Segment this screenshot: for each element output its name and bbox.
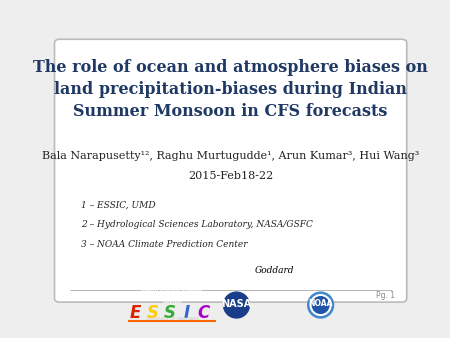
Text: 2 – Hydrological Sciences Laboratory, NASA/GSFC: 2 – Hydrological Sciences Laboratory, NA…: [81, 220, 313, 229]
Circle shape: [312, 297, 329, 313]
Text: E: E: [130, 304, 141, 322]
Text: EARTH SYSTEM SCIENCE: EARTH SYSTEM SCIENCE: [142, 288, 202, 292]
Circle shape: [308, 292, 333, 318]
Text: Pg. 1: Pg. 1: [376, 291, 395, 299]
Text: S: S: [163, 304, 176, 322]
Text: INTERDISCIPLINARY: INTERDISCIPLINARY: [148, 294, 197, 298]
Text: NASA: NASA: [221, 298, 252, 309]
Text: Goddard: Goddard: [254, 266, 294, 275]
FancyBboxPatch shape: [54, 39, 407, 302]
Text: NOAA: NOAA: [308, 299, 333, 308]
Text: S: S: [146, 304, 158, 322]
Text: 2015-Feb18-22: 2015-Feb18-22: [188, 171, 273, 181]
Text: I: I: [184, 304, 189, 322]
Circle shape: [310, 295, 331, 315]
Text: C: C: [198, 304, 210, 322]
Text: UNIVERSITY OF MARYLAND: UNIVERSITY OF MARYLAND: [146, 317, 198, 321]
Text: 3 – NOAA Climate Prediction Center: 3 – NOAA Climate Prediction Center: [81, 240, 247, 249]
Text: The role of ocean and atmosphere biases on
land precipitation-biases during Indi: The role of ocean and atmosphere biases …: [33, 59, 428, 120]
Text: CENTER: CENTER: [162, 300, 182, 305]
Text: Bala Narapusetty¹², Raghu Murtugudde¹, Arun Kumar³, Hui Wang³: Bala Narapusetty¹², Raghu Murtugudde¹, A…: [42, 151, 419, 161]
Text: 1 – ESSIC, UMD: 1 – ESSIC, UMD: [81, 201, 155, 210]
Circle shape: [224, 292, 249, 318]
